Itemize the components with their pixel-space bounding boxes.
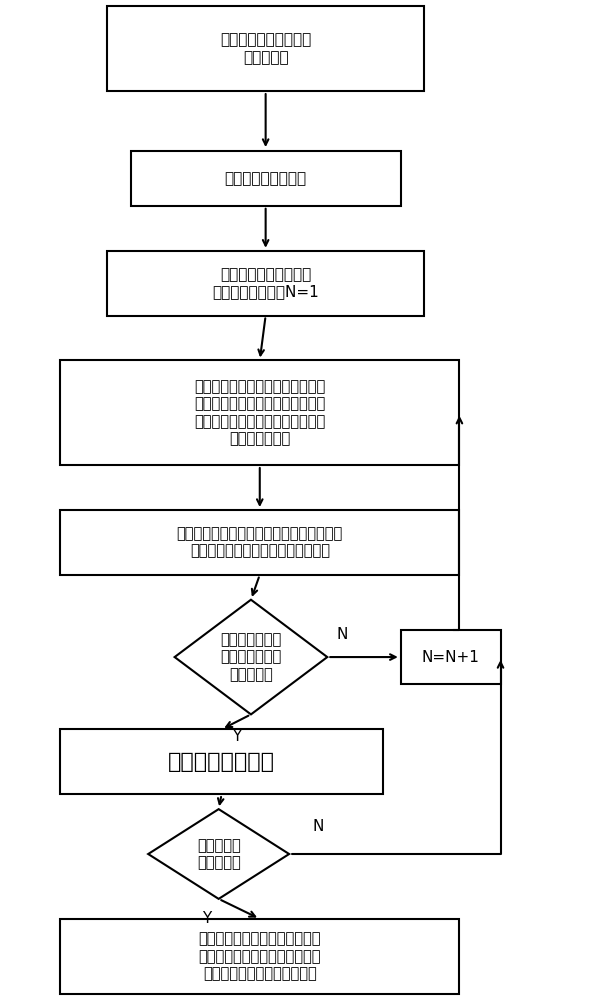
Text: Y: Y [232,729,241,744]
Text: 设置每个拓扑调整策略
中对应措施的个数N=1: 设置每个拓扑调整策略 中对应措施的个数N=1 [212,267,319,299]
Polygon shape [175,600,327,714]
Text: 从潜在措施集合选取措施形成潜在
策略集合。计算每个潜在策略的综
合有效性指标值，并对综合有效性
指标值进行排序: 从潜在措施集合选取措施形成潜在 策略集合。计算每个潜在策略的综 合有效性指标值，… [194,379,326,446]
FancyBboxPatch shape [107,6,424,91]
FancyBboxPatch shape [130,151,401,206]
FancyBboxPatch shape [60,510,460,575]
Polygon shape [148,809,289,899]
FancyBboxPatch shape [60,729,383,794]
Text: 获取电网的阻抗矩阵: 获取电网的阻抗矩阵 [225,171,307,186]
Text: 对各策略执行后的电网状态进行
网损分析，选择网损较小的策略
作为最终的目标策略进行输出: 对各策略执行后的电网状态进行 网损分析，选择网损较小的策略 作为最终的目标策略进… [198,931,321,981]
Text: Y: Y [202,911,212,926]
Text: N: N [313,819,324,834]
FancyBboxPatch shape [60,360,460,465]
FancyBboxPatch shape [60,919,460,994]
Text: 有策略通过
安全性评估: 有策略通过 安全性评估 [197,838,241,870]
Text: 对于指标值排在前面的若干个策略，分别计
算各策略执行后的电网短路电流水平: 对于指标值排在前面的若干个策略，分别计 算各策略执行后的电网短路电流水平 [176,526,343,559]
Text: 存在能将电网短
路电流降到合理
水平的策略: 存在能将电网短 路电流降到合理 水平的策略 [220,632,281,682]
FancyBboxPatch shape [401,630,500,684]
FancyBboxPatch shape [107,251,424,316]
Text: N: N [336,627,348,642]
Text: N=N+1: N=N+1 [422,650,480,665]
Text: 构建电网拓扑调整的潜
在措施集合: 构建电网拓扑调整的潜 在措施集合 [220,33,312,65]
Text: 评估策略的安全性: 评估策略的安全性 [168,752,275,772]
